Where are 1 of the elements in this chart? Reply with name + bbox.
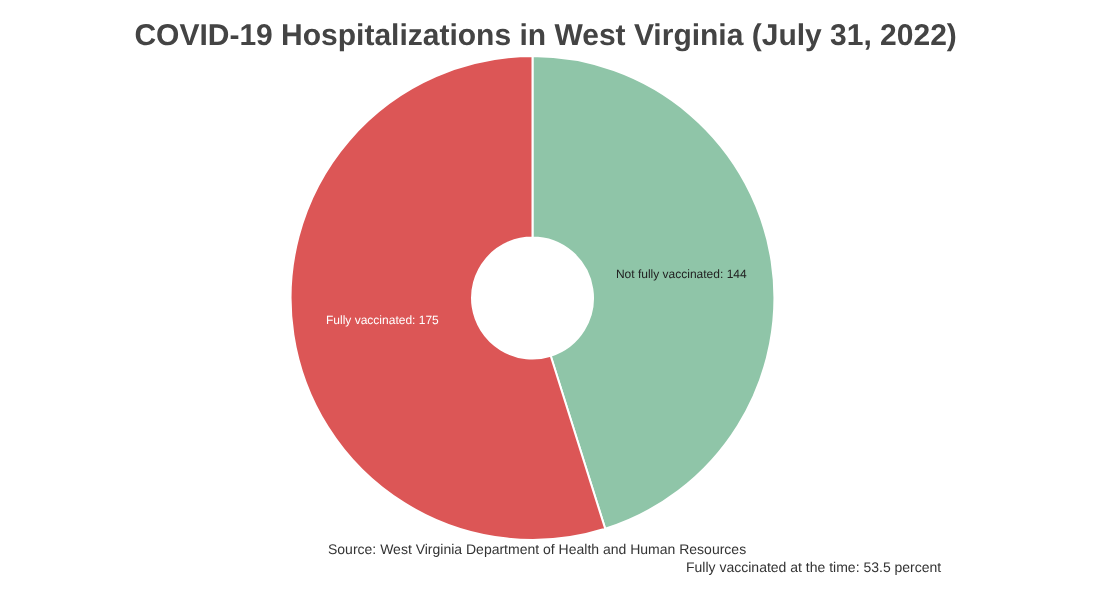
chart-title: COVID-19 Hospitalizations in West Virginia (July 31, 2022): [134, 18, 957, 53]
